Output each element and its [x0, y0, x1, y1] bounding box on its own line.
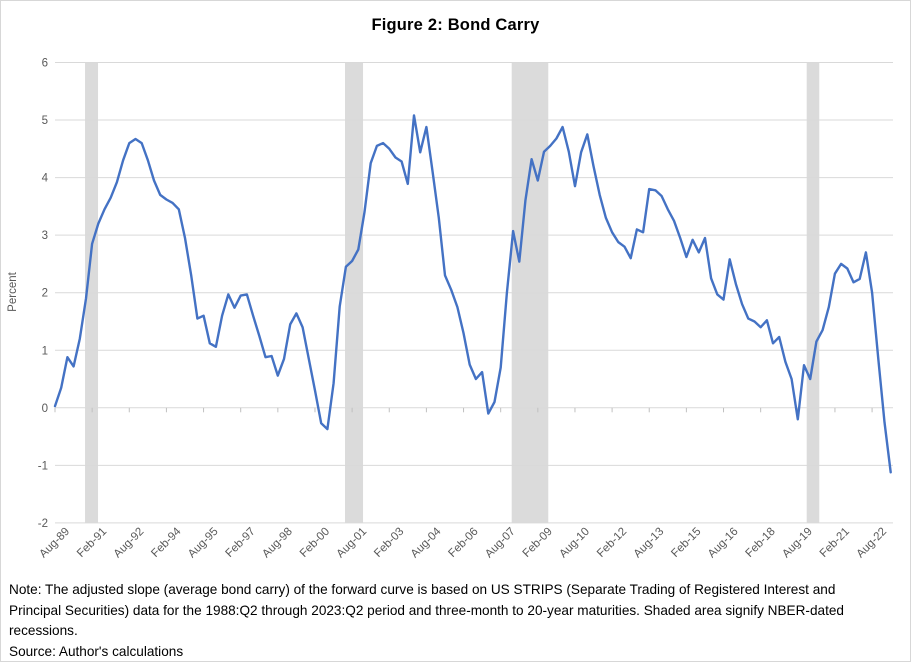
x-tick-label: Feb-03: [372, 526, 406, 560]
x-tick-label: Aug-10: [557, 526, 592, 561]
x-tick-label: Feb-18: [744, 526, 778, 560]
x-tick-label: Feb-94: [149, 525, 184, 560]
x-tick-label: Feb-21: [818, 526, 852, 560]
x-tick-label: Aug-22: [854, 526, 889, 561]
x-tick-label: Feb-91: [75, 526, 109, 560]
x-tick-label: Aug-04: [409, 525, 444, 560]
note-line-1: Note: The adjusted slope (average bond c…: [9, 582, 836, 597]
source-line: Source: Author's calculations: [9, 643, 184, 659]
x-tick-label: Aug-98: [260, 526, 295, 561]
y-tick-label: 5: [42, 115, 48, 127]
note-line-2: Principal Securities) data for the 1988:…: [9, 602, 844, 618]
note-line-3: recessions.: [9, 623, 78, 638]
y-tick-label: 2: [42, 288, 48, 300]
x-tick-label: Feb-00: [298, 526, 332, 560]
x-tick-label: Aug-95: [186, 526, 221, 561]
y-tick-label: 0: [42, 403, 48, 415]
x-tick-label: Feb-15: [669, 526, 703, 560]
x-tick-label: Aug-92: [112, 526, 147, 561]
y-tick-label: 6: [42, 58, 48, 70]
y-tick-label: -1: [38, 460, 48, 472]
x-tick-label: Aug-01: [335, 526, 370, 561]
y-tick-label: 1: [42, 345, 48, 357]
x-tick-label: Aug-89: [37, 526, 72, 561]
x-tick-label: Aug-07: [483, 526, 518, 561]
y-tick-label: -2: [38, 518, 48, 530]
y-tick-label: 4: [42, 173, 49, 185]
note-block: Note: The adjusted slope (average bond c…: [9, 580, 904, 662]
bond-carry-series-line: [53, 114, 892, 474]
x-tick-label: Feb-06: [446, 526, 480, 560]
chart-title: Figure 2: Bond Carry: [371, 16, 540, 34]
x-tick-label: Feb-12: [595, 526, 629, 560]
x-tick-label: Feb-09: [521, 526, 555, 560]
x-tick-label: Aug-16: [706, 526, 741, 561]
x-tick-label: Aug-19: [780, 526, 815, 561]
x-tick-label: Feb-97: [224, 526, 258, 560]
y-axis-title: Percent: [7, 271, 19, 311]
y-tick-label: 3: [42, 230, 48, 242]
x-tick-label: Aug-13: [632, 526, 667, 561]
